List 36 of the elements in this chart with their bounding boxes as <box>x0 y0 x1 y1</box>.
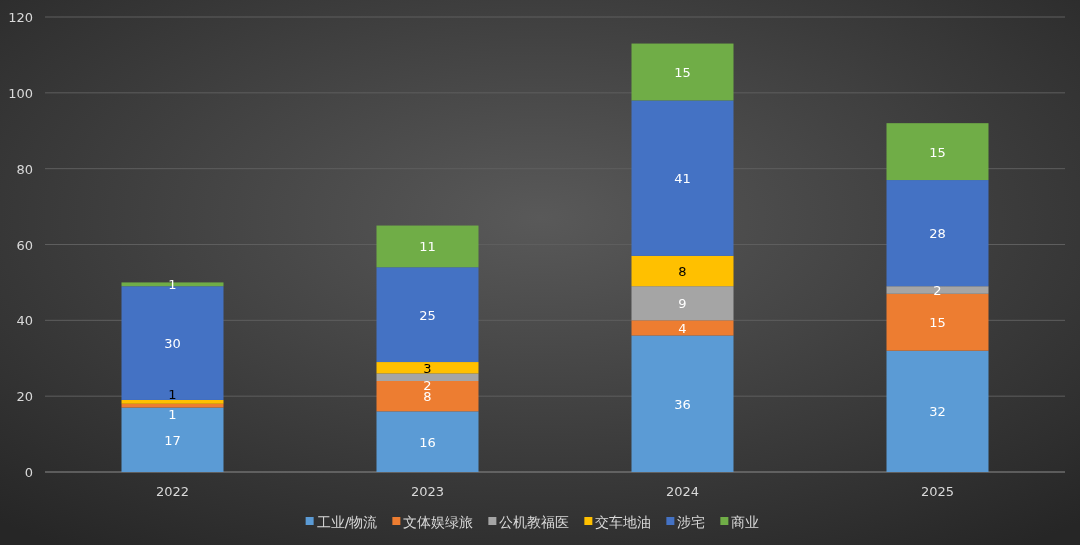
data-label: 1 <box>168 386 177 402</box>
legend-label: 工业/物流 <box>316 514 378 530</box>
legend-label: 涉宅 <box>677 514 706 530</box>
data-label: 25 <box>419 307 436 323</box>
x-tick-label: 2025 <box>920 484 955 499</box>
data-label: 4 <box>678 320 687 336</box>
y-tick-label: 80 <box>16 161 33 177</box>
data-label: 15 <box>929 144 946 160</box>
legend-label: 商业 <box>731 514 760 530</box>
data-label: 41 <box>674 171 691 187</box>
data-label: 15 <box>929 315 946 331</box>
data-label: 17 <box>164 432 181 448</box>
y-tick-label: 100 <box>8 85 33 101</box>
data-label: 30 <box>164 336 181 352</box>
y-tick-label: 60 <box>16 237 33 253</box>
legend-label: 交车地油 <box>595 514 652 530</box>
legend-label: 文体娱绿旅 <box>403 514 474 530</box>
y-tick-label: 40 <box>16 313 33 329</box>
data-label: 36 <box>674 396 691 412</box>
y-tick-label: 120 <box>8 10 33 25</box>
x-tick-label: 2024 <box>665 484 700 499</box>
data-label: 32 <box>929 404 946 420</box>
data-label: 1 <box>168 406 177 422</box>
data-label: 15 <box>674 64 691 80</box>
data-label: 8 <box>423 389 432 405</box>
data-label: 8 <box>678 264 687 280</box>
data-label: 16 <box>419 434 436 450</box>
data-label: 3 <box>423 360 432 376</box>
legend-label: 公机教福医 <box>499 514 570 530</box>
y-tick-label: 20 <box>16 389 33 405</box>
y-tick-label: 0 <box>24 465 33 480</box>
data-label: 28 <box>929 226 946 242</box>
x-tick-label: 2022 <box>155 484 190 499</box>
data-label: 9 <box>678 296 687 312</box>
data-label: 11 <box>419 239 436 255</box>
x-tick-label: 2023 <box>410 484 445 499</box>
